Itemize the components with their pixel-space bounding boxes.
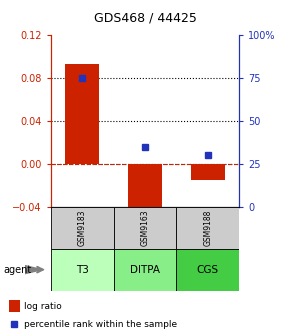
Bar bbox=[114, 207, 176, 249]
Text: GDS468 / 44425: GDS468 / 44425 bbox=[94, 12, 196, 25]
Text: CGS: CGS bbox=[197, 265, 219, 275]
Bar bbox=[114, 249, 176, 291]
Bar bbox=[9, 300, 20, 312]
Text: log ratio: log ratio bbox=[24, 302, 62, 310]
Bar bbox=[51, 249, 114, 291]
Bar bbox=[176, 207, 239, 249]
Bar bbox=[51, 207, 114, 249]
Text: GSM9183: GSM9183 bbox=[78, 209, 87, 246]
Bar bbox=[65, 64, 99, 164]
Text: percentile rank within the sample: percentile rank within the sample bbox=[24, 320, 177, 329]
Text: agent: agent bbox=[3, 265, 31, 275]
Bar bbox=[191, 164, 225, 180]
Text: GSM9188: GSM9188 bbox=[203, 209, 212, 246]
Text: DITPA: DITPA bbox=[130, 265, 160, 275]
Bar bbox=[128, 164, 162, 215]
Text: GSM9163: GSM9163 bbox=[140, 209, 150, 246]
Text: T3: T3 bbox=[76, 265, 89, 275]
Bar bbox=[176, 249, 239, 291]
Polygon shape bbox=[25, 265, 45, 275]
